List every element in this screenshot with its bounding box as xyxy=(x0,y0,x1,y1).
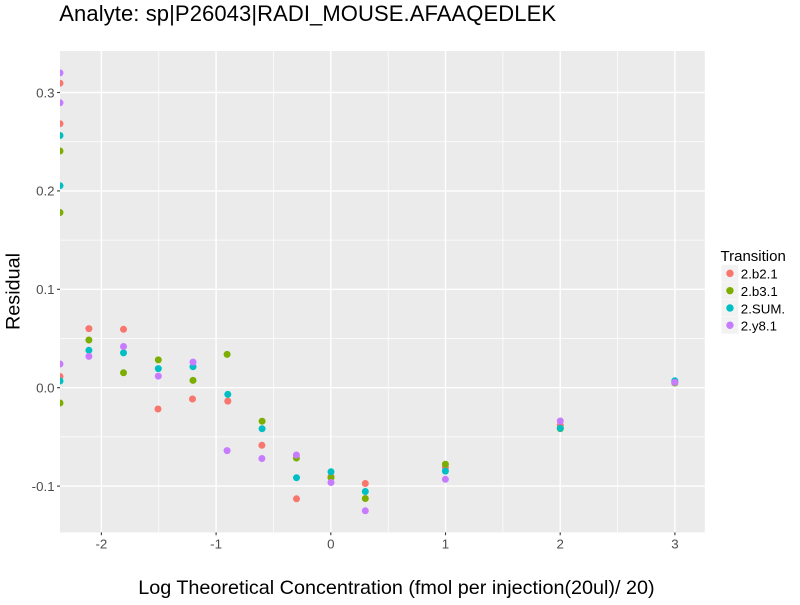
svg-text:-0.1: -0.1 xyxy=(32,479,55,494)
svg-text:2: 2 xyxy=(556,536,563,551)
svg-text:Residual: Residual xyxy=(3,253,25,330)
svg-text:0.3: 0.3 xyxy=(36,85,55,100)
svg-text:Log Theoretical Concentration: Log Theoretical Concentration (fmol per … xyxy=(138,577,654,599)
svg-text:Analyte: sp|P26043|RADI_MOUSE.: Analyte: sp|P26043|RADI_MOUSE.AFAAQEDLEK xyxy=(59,1,556,26)
svg-text:0: 0 xyxy=(327,536,334,551)
svg-text:2.y8.1: 2.y8.1 xyxy=(741,319,777,334)
svg-text:1: 1 xyxy=(442,536,449,551)
svg-text:2.SUM.: 2.SUM. xyxy=(741,301,785,316)
svg-text:0.1: 0.1 xyxy=(36,282,55,297)
svg-text:0.0: 0.0 xyxy=(36,380,55,395)
svg-text:Transition: Transition xyxy=(721,248,786,265)
svg-text:2.b2.1: 2.b2.1 xyxy=(741,267,778,282)
svg-text:0.2: 0.2 xyxy=(36,184,55,199)
svg-text:-2: -2 xyxy=(95,536,107,551)
svg-text:2.b3.1: 2.b3.1 xyxy=(741,284,778,299)
svg-text:3: 3 xyxy=(671,536,678,551)
svg-text:-1: -1 xyxy=(210,536,222,551)
